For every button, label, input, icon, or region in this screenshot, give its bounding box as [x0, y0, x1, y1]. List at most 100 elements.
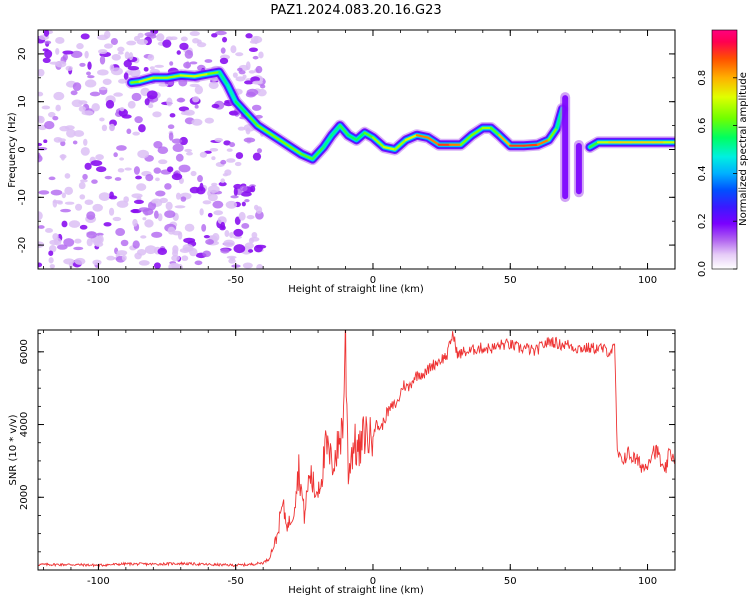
- noise-blob: [212, 200, 224, 209]
- noise-blob: [109, 64, 115, 72]
- colorbar-tick-label: 0.6: [697, 118, 708, 134]
- noise-blob: [119, 106, 125, 112]
- noise-blob: [220, 47, 226, 54]
- noise-blob: [144, 219, 154, 228]
- noise-blob: [102, 78, 112, 85]
- noise-blob: [223, 239, 235, 248]
- noise-blob: [175, 192, 181, 200]
- noise-blob: [99, 117, 105, 122]
- noise-blob: [244, 199, 250, 203]
- noise-blob: [80, 33, 90, 40]
- noise-blob: [133, 166, 140, 175]
- noise-blob: [105, 99, 115, 109]
- noise-blob: [230, 195, 239, 199]
- noise-blob: [41, 105, 51, 110]
- spectrogram-xlabel: Height of straight line (km): [288, 284, 424, 295]
- noise-blob: [252, 80, 263, 85]
- snr-panel: -100 -50 0 50 100 2000 4000 6000 Height of stra…: [8, 329, 676, 596]
- noise-blob: [108, 207, 115, 216]
- noise-blob: [138, 260, 150, 266]
- noise-blob: [151, 231, 163, 238]
- noise-blob: [251, 231, 258, 239]
- noise-blob: [255, 65, 263, 74]
- noise-blob: [61, 192, 67, 199]
- noise-blob: [215, 30, 227, 36]
- noise-blob: [132, 240, 140, 249]
- noise-blob: [90, 160, 103, 167]
- noise-blob: [97, 69, 109, 76]
- noise-blob: [197, 175, 203, 183]
- noise-blob: [114, 177, 122, 181]
- noise-blob: [38, 91, 44, 97]
- noise-blob: [55, 60, 67, 68]
- noise-blob: [131, 208, 139, 213]
- colorbar-label: Normalized spectral amplitude: [738, 72, 749, 226]
- noise-blob: [50, 189, 63, 196]
- noise-blob: [248, 70, 256, 74]
- ridge-segment: [330, 124, 342, 137]
- noise-blob: [60, 208, 72, 213]
- noise-blob: [64, 173, 71, 179]
- noise-blob: [135, 175, 142, 180]
- noise-blob: [232, 72, 238, 78]
- noise-blob: [121, 255, 127, 261]
- ridge-segment: [415, 134, 429, 139]
- noise-blob: [233, 187, 238, 196]
- noise-blob: [138, 124, 146, 133]
- noise-blob: [103, 222, 112, 227]
- noise-blob: [194, 260, 203, 266]
- spectrogram-ytick-label: 20: [17, 48, 28, 61]
- ridge-segment: [165, 74, 182, 79]
- noise-blob: [224, 230, 230, 238]
- noise-blob: [94, 241, 104, 247]
- noise-blob: [199, 208, 204, 216]
- noise-blob: [123, 72, 129, 80]
- noise-blob: [159, 197, 168, 204]
- snr-xtick-label: -100: [87, 576, 110, 587]
- noise-blob: [256, 148, 263, 154]
- noise-blob: [126, 128, 132, 135]
- noise-blob: [151, 200, 158, 204]
- noise-blob: [111, 53, 121, 61]
- noise-blob: [82, 173, 88, 180]
- noise-blob: [113, 92, 123, 97]
- snr-frame: [37, 329, 676, 571]
- noise-blob: [222, 173, 229, 177]
- noise-blob: [191, 118, 203, 126]
- noise-blob: [171, 138, 183, 144]
- noise-blob: [169, 61, 174, 66]
- ridge-segment: [347, 134, 358, 142]
- noise-blob: [205, 239, 214, 245]
- noise-blob: [44, 49, 53, 59]
- noise-blob: [211, 33, 218, 38]
- noise-blob: [44, 121, 55, 130]
- noise-blob: [248, 47, 258, 52]
- noise-blob: [112, 216, 122, 222]
- noise-blob: [155, 177, 160, 182]
- noise-blob: [168, 132, 174, 141]
- noise-blob: [83, 138, 88, 146]
- colorbar-tick-label: 0.8: [697, 70, 708, 86]
- noise-blob: [66, 129, 76, 138]
- noise-blob: [38, 154, 43, 163]
- snr-line: [38, 330, 675, 568]
- noise-blob: [98, 87, 108, 91]
- ridge-segment: [393, 138, 408, 151]
- noise-blob: [242, 262, 253, 269]
- spectrogram-xtick-label: 100: [638, 275, 657, 286]
- noise-blob: [258, 51, 264, 59]
- noise-blob: [233, 228, 244, 237]
- noise-blob: [84, 162, 92, 171]
- noise-blob: [133, 35, 140, 42]
- noise-blob: [95, 166, 107, 173]
- noise-blob: [38, 262, 43, 268]
- noise-blob: [43, 30, 50, 37]
- noise-blob: [48, 176, 56, 181]
- ridge-segment: [459, 134, 473, 146]
- noise-blob: [167, 226, 176, 235]
- noise-blob: [38, 190, 50, 195]
- noise-blob: [229, 256, 235, 261]
- colorbar-tick-label: 0.0: [697, 261, 708, 277]
- snr-xlabel: Height of straight line (km): [288, 585, 424, 596]
